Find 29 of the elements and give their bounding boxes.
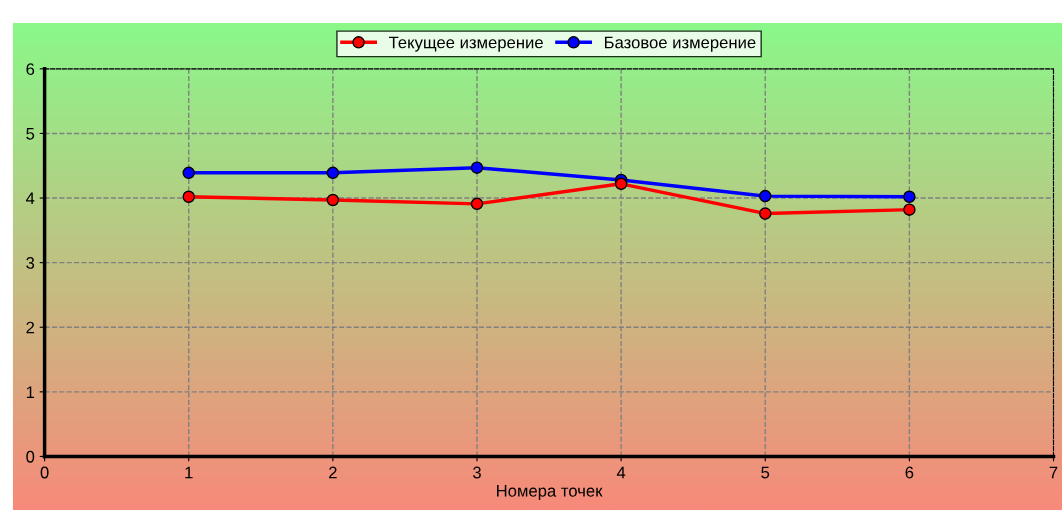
y-tick-label: 3: [26, 257, 35, 269]
x-axis-title: Номера точек: [497, 485, 603, 501]
legend-label: Текущее измерение: [388, 36, 543, 52]
point: [470, 161, 484, 174]
x-tick-label: 5: [761, 466, 770, 479]
x-tick-label: 7: [1049, 466, 1058, 479]
point: [758, 207, 772, 220]
y-tick-label: 1: [26, 386, 35, 398]
x-tick-label: 6: [905, 466, 914, 479]
y-tick-label: 0: [26, 450, 35, 463]
y-tick-label: 2: [26, 321, 35, 334]
y-tick-label: 4: [26, 192, 35, 205]
point: [903, 190, 916, 204]
y-tick-label: 5: [26, 128, 35, 140]
x-tick-label: 4: [616, 466, 626, 479]
y-tick-label: 6: [26, 63, 35, 76]
x-tick-label: 3: [472, 466, 481, 479]
x-tick-label: 1: [185, 466, 193, 479]
point: [326, 166, 340, 180]
x-tick-label: 0: [40, 466, 49, 479]
legend-label: Базовое измерение: [604, 36, 756, 52]
point: [903, 203, 916, 216]
point: [758, 189, 772, 203]
point: [326, 193, 340, 207]
point: [182, 166, 195, 180]
point: [614, 177, 628, 191]
x-tick-label: 2: [329, 466, 337, 479]
point: [470, 197, 484, 211]
point: [182, 190, 195, 204]
